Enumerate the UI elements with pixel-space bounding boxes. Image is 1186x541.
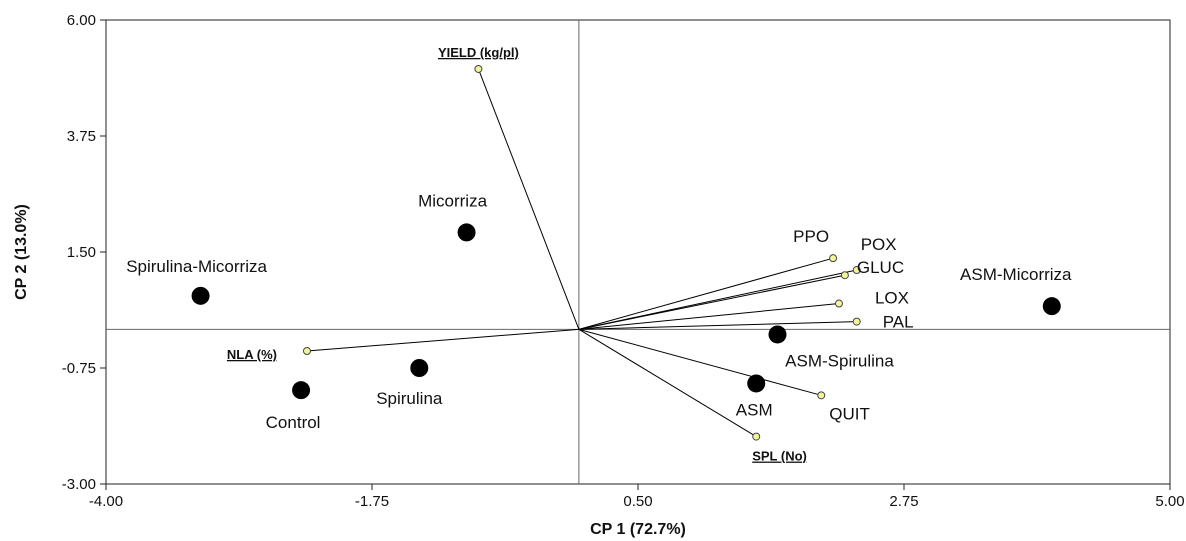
vector-tip-pox <box>852 266 861 275</box>
vector-tip-gluc <box>840 271 849 280</box>
y-tick-label: 6.00 <box>67 12 96 29</box>
vector-label-pal: PAL <box>883 313 914 332</box>
vector-line-quit <box>578 328 822 396</box>
point-label-asm-spirulina: ASM-Spirulina <box>785 351 894 370</box>
vector-line-pal <box>578 321 857 330</box>
vector-line-spl-no <box>578 328 757 437</box>
x-tick-label: 0.50 <box>623 493 652 510</box>
point-label-spirulina-micorriza: Spirulina-Micorriza <box>126 257 267 276</box>
axis-ticks: -4.00 -1.75 0.50 2.75 5.00 -3.00 -0.75 1.50 3.75… <box>62 12 1185 510</box>
vector-tip-quit <box>817 391 826 400</box>
vector-label-pox: POX <box>861 235 897 254</box>
point-label-control: Control <box>266 413 321 432</box>
point-spirulina <box>410 359 429 377</box>
vector-label-gluc: GLUC <box>857 258 904 277</box>
point-label-asm: ASM <box>736 400 773 419</box>
point-asm-spirulina <box>768 325 787 344</box>
y-tick-label: 3.75 <box>67 128 96 145</box>
x-tick-label: -1.75 <box>355 493 389 510</box>
reference-lines <box>106 20 1170 484</box>
point-asm <box>747 374 766 393</box>
vector-line-nla <box>306 328 579 352</box>
vector-tip-yield-kg-pl <box>474 64 483 73</box>
x-tick-label: 2.75 <box>889 493 918 510</box>
point-control <box>292 381 311 400</box>
vector-tip-spl-no <box>752 432 761 441</box>
vector-line-ppo <box>578 257 834 330</box>
point-label-micorriza: Micorriza <box>418 191 487 210</box>
vector-tip-nla <box>302 346 311 355</box>
variable-vectors: YIELD (kg/pl) PPO POX GLUC LOX PAL QUIT SPL (No… <box>227 45 914 464</box>
point-label-spirulina: Spirulina <box>376 389 443 408</box>
vector-tip-pal <box>852 317 861 326</box>
vector-tip-ppo <box>829 254 838 263</box>
y-axis-title: CP 2 (13.0%) <box>13 204 30 300</box>
vector-line-gluc <box>578 274 845 330</box>
x-tick-label: 5.00 <box>1155 493 1184 510</box>
point-asm-micorriza <box>1042 297 1061 316</box>
treatment-points: Spirulina-Micorriza Micorriza Spirulina Con… <box>126 191 1072 432</box>
point-label-asm-micorriza: ASM-Micorriza <box>960 265 1072 284</box>
vector-label-quit: QUIT <box>829 404 870 423</box>
y-tick-label: 1.50 <box>67 244 96 261</box>
vector-label-ppo: PPO <box>793 227 829 246</box>
vector-line-yield-kg-pl <box>477 68 580 330</box>
x-tick-label: -4.00 <box>89 493 123 510</box>
point-micorriza <box>457 223 476 242</box>
vector-line-lox <box>578 303 840 330</box>
x-axis-title: CP 1 (72.7%) <box>590 521 686 538</box>
vector-label-lox: LOX <box>875 289 909 308</box>
vector-tip-lox <box>834 299 843 308</box>
vector-label-nla: NLA (%) <box>227 347 277 362</box>
y-tick-label: -0.75 <box>62 360 96 377</box>
vector-label-spl-no: SPL (No) <box>752 449 807 464</box>
y-tick-label: -3.00 <box>62 476 96 493</box>
point-spirulina-micorriza <box>191 286 210 305</box>
vector-label-yield-kg-pl: YIELD (kg/pl) <box>438 45 519 60</box>
